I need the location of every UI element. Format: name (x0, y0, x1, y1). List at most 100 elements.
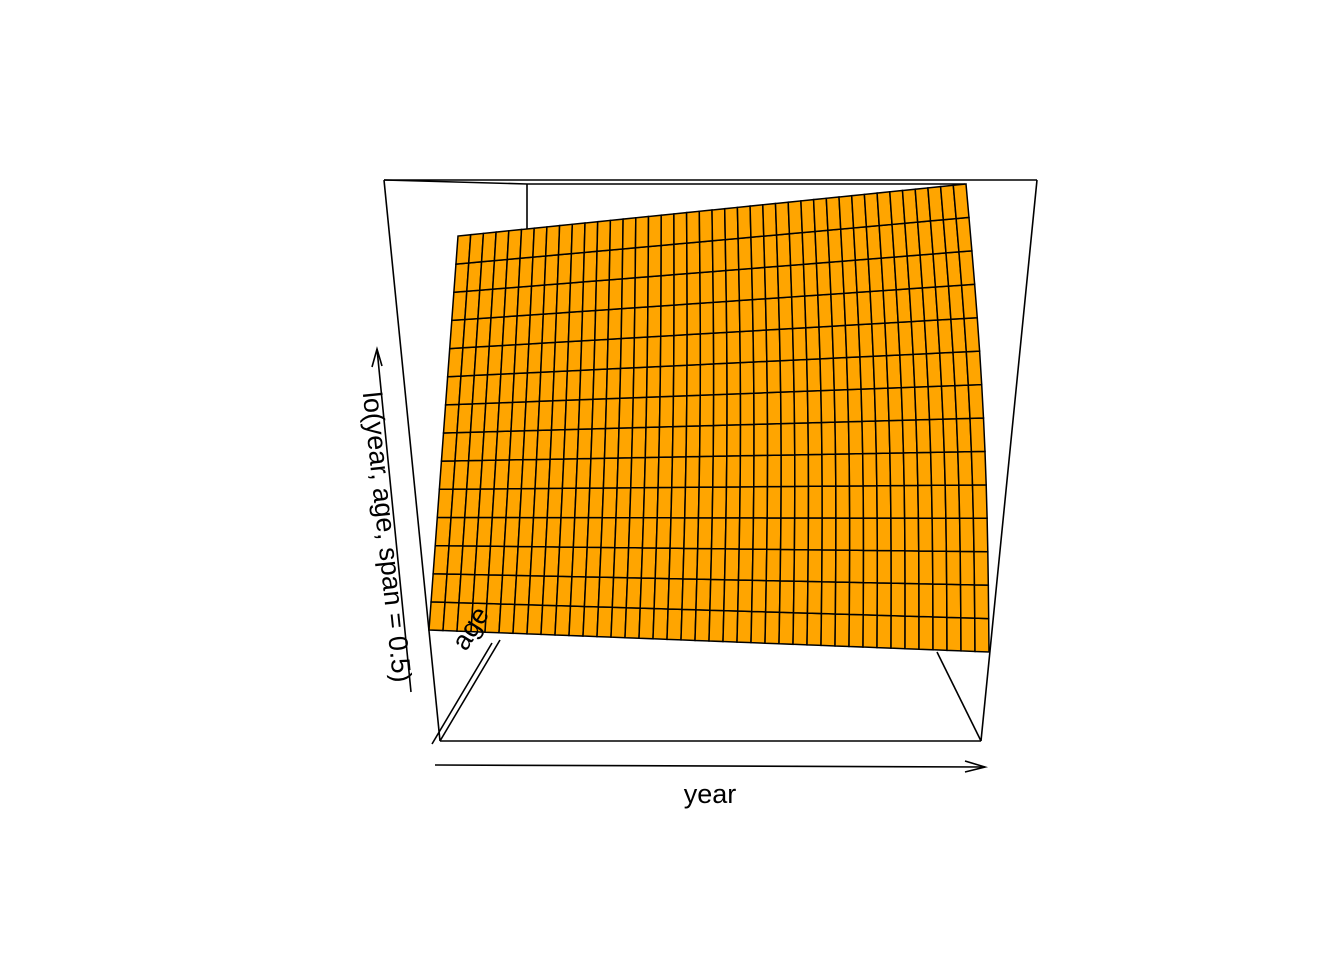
surface-facet (753, 423, 769, 457)
surface-facet (843, 291, 860, 327)
surface-facet (562, 428, 580, 460)
surface-mesh (428, 183, 990, 653)
surface-facet (832, 356, 849, 391)
surface-facet (876, 484, 892, 519)
surface-facet (801, 230, 818, 266)
surface-facet (619, 336, 636, 370)
surface-facet (686, 363, 702, 397)
surface-facet (904, 550, 920, 585)
surface-facet (505, 487, 523, 519)
surface-facet (583, 576, 601, 608)
surface-facet (774, 201, 791, 236)
surface-facet (501, 315, 518, 347)
surface-facet (546, 487, 564, 519)
surface-facet (626, 546, 644, 579)
surface-facet (736, 205, 752, 240)
surface-facet (831, 324, 848, 359)
surface-facet (579, 339, 596, 372)
surface-facet (699, 363, 715, 397)
surface-facet (506, 458, 524, 490)
surface-facet (967, 383, 985, 420)
surface-facet (558, 516, 576, 548)
surface-facet (957, 450, 974, 486)
surface-facet (654, 547, 671, 580)
surface-facet (486, 344, 504, 376)
surface-facet (722, 609, 739, 643)
x-axis-label: year (684, 779, 737, 809)
surface-facet (686, 241, 701, 275)
surface-facet (517, 516, 535, 548)
surface-facet (862, 581, 879, 617)
surface-facet (512, 603, 530, 635)
surface-facet (820, 389, 836, 424)
surface-facet (668, 547, 685, 580)
surface-facet (791, 326, 808, 361)
surface-facet (834, 613, 851, 648)
surface-facet (930, 484, 947, 519)
surface-facet (725, 455, 742, 488)
surface-facet (514, 314, 532, 346)
surface-facet (588, 457, 606, 489)
surface-facet (557, 223, 574, 256)
surface-facet (491, 258, 509, 290)
surface-facet (667, 577, 684, 611)
surface-facet (494, 430, 512, 461)
surface-facet (577, 398, 594, 431)
surface-facet (472, 573, 490, 605)
surface-facet (621, 216, 637, 250)
surface-facet (738, 517, 755, 550)
surface-facet (973, 584, 990, 620)
surface-facet (944, 484, 961, 519)
surface-facet (902, 451, 919, 487)
surface-facet (529, 545, 547, 577)
surface-facet (544, 224, 561, 257)
surface-facet (612, 546, 630, 579)
surface-facet (520, 458, 538, 490)
surface-facet (870, 322, 888, 358)
surface-facet (712, 362, 728, 396)
surface-facet (660, 273, 675, 307)
surface-facet (712, 300, 728, 334)
surface-facet (645, 365, 662, 399)
surface-facet (681, 578, 698, 611)
surface-facet (833, 388, 850, 423)
surface-facet (916, 451, 933, 487)
surface-facet (790, 295, 807, 330)
surface-facet (739, 454, 755, 488)
surface-facet (510, 401, 527, 432)
surface-facet (708, 609, 725, 643)
surface-facet (601, 487, 618, 519)
surface-facet (591, 397, 608, 430)
surface-facet (604, 397, 621, 430)
surface-facet (567, 310, 584, 343)
surface-facet (738, 267, 754, 302)
surface-facet (525, 371, 542, 403)
surface-facet (498, 603, 516, 635)
surface-facet (820, 612, 837, 647)
surface-facet (709, 578, 726, 612)
surface-facet (513, 343, 530, 375)
surface-facet (673, 272, 688, 306)
surface-facet (684, 455, 701, 489)
surface-facet (887, 386, 904, 422)
surface-facet (792, 358, 809, 393)
surface-facet (806, 389, 823, 424)
surface-facet (725, 299, 741, 334)
surface-facet (815, 261, 832, 296)
surface-facet (942, 417, 959, 453)
surface-facet (516, 285, 533, 317)
surface-facet (874, 419, 891, 455)
surface-facet (625, 576, 643, 609)
surface-facet (537, 400, 554, 432)
surface-facet (518, 487, 536, 519)
surface-facet (766, 359, 782, 394)
surface-facet (698, 209, 714, 243)
surface-facet (972, 517, 989, 553)
surface-facet (712, 455, 728, 488)
surface-facet (483, 402, 500, 433)
surface-facet (532, 226, 548, 258)
surface-facet (931, 550, 948, 586)
surface-facet (673, 303, 688, 337)
surface-facet (519, 227, 535, 260)
surface-facet (904, 615, 920, 651)
